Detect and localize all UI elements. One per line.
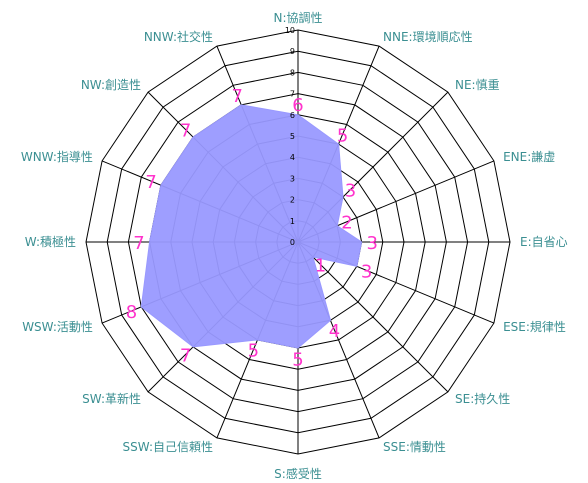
axis-label: N:協調性 — [273, 10, 322, 25]
value-label: 3 — [361, 261, 372, 282]
tick-label: 4 — [290, 153, 295, 162]
tick-label: 5 — [290, 132, 295, 141]
axis-label: WSW:活動性 — [22, 320, 93, 334]
radar-ticks: 0 1 2 3 4 5 6 7 8 9 10 — [285, 26, 295, 247]
axis-label: ESE:規律性 — [503, 319, 566, 334]
axis-label: W:積極性 — [25, 234, 76, 249]
axis-label: NNW:社交性 — [144, 29, 213, 44]
axis-label: SW:革新性 — [82, 391, 141, 406]
tick-label: 0 — [290, 238, 295, 247]
value-label: 7 — [145, 172, 156, 193]
axis-label: E:自省心 — [520, 235, 568, 249]
value-label: 7 — [133, 233, 144, 254]
value-label: 7 — [180, 121, 191, 142]
value-label: 2 — [341, 213, 352, 234]
axis-label: S:感受性 — [274, 466, 322, 481]
radar-area-group — [140, 104, 363, 349]
axis-label: NE:慎重 — [455, 78, 500, 92]
axis-label: SSW:自己信頼性 — [123, 440, 213, 454]
tick-label: 1 — [290, 217, 295, 226]
tick-label: 8 — [290, 68, 295, 77]
value-label: 7 — [231, 86, 242, 107]
radar-area — [140, 104, 363, 349]
tick-label: 10 — [285, 26, 295, 35]
tick-label: 2 — [290, 196, 295, 205]
value-label: 3 — [345, 181, 356, 202]
axis-label: WNW:指導性 — [21, 149, 93, 164]
value-label: 1 — [315, 256, 326, 277]
tick-label: 7 — [290, 90, 295, 99]
value-label: 6 — [292, 95, 303, 116]
value-label: 3 — [366, 233, 377, 254]
value-label: 5 — [248, 341, 259, 362]
axis-label: NW:創造性 — [81, 78, 141, 92]
axis-label: NNE:環境順応性 — [383, 29, 473, 44]
tick-label: 6 — [290, 111, 295, 120]
spoke-6 — [297, 241, 449, 393]
radar-axis-labels: N:協調性 NNE:環境順応性 NE:慎重 ENE:謙虚 E:自省心 ESE:規律性 SE:… — [21, 10, 568, 481]
value-label: 5 — [337, 125, 348, 146]
value-label: 5 — [292, 350, 303, 371]
tick-label: 3 — [290, 174, 295, 183]
value-label: 4 — [329, 321, 340, 342]
axis-label: SSE:情動性 — [383, 440, 446, 454]
value-label: 8 — [126, 302, 137, 323]
value-label: 7 — [180, 345, 191, 366]
tick-label: 9 — [290, 47, 295, 56]
axis-label: SE:持久性 — [455, 391, 510, 406]
axis-label: ENE:謙虚 — [503, 150, 555, 164]
